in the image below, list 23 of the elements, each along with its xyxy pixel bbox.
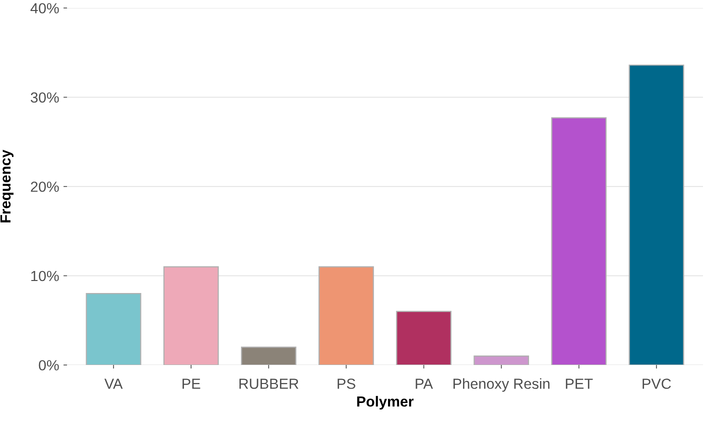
- bar: [163, 266, 219, 365]
- y-tick-label: 20%: [30, 182, 59, 192]
- y-axis-title: Frequency: [0, 150, 14, 222]
- x-tick-label: Phenoxy Resin: [453, 378, 550, 392]
- y-tick-label: 10%: [31, 270, 59, 282]
- bar: [240, 346, 296, 365]
- bar: [628, 64, 684, 365]
- x-tick-label: PVC: [642, 378, 671, 389]
- y-tick-label: 40%: [30, 3, 59, 14]
- bar: [474, 356, 530, 365]
- bar: [551, 117, 607, 365]
- x-tick-label: VA: [104, 378, 123, 389]
- x-tick-label: PET: [566, 378, 593, 389]
- bar: [396, 310, 452, 365]
- x-axis-title: Polymer: [357, 396, 414, 410]
- x-tick-label: PS: [338, 378, 356, 389]
- y-tick-label: 30%: [30, 92, 59, 103]
- y-tick-label: 0%: [38, 360, 59, 370]
- x-tick-label: PE: [182, 378, 200, 389]
- bar: [318, 266, 374, 365]
- x-tick-label: RUBBER: [239, 378, 298, 389]
- x-tick-label: PA: [416, 378, 433, 389]
- bar: [86, 293, 142, 365]
